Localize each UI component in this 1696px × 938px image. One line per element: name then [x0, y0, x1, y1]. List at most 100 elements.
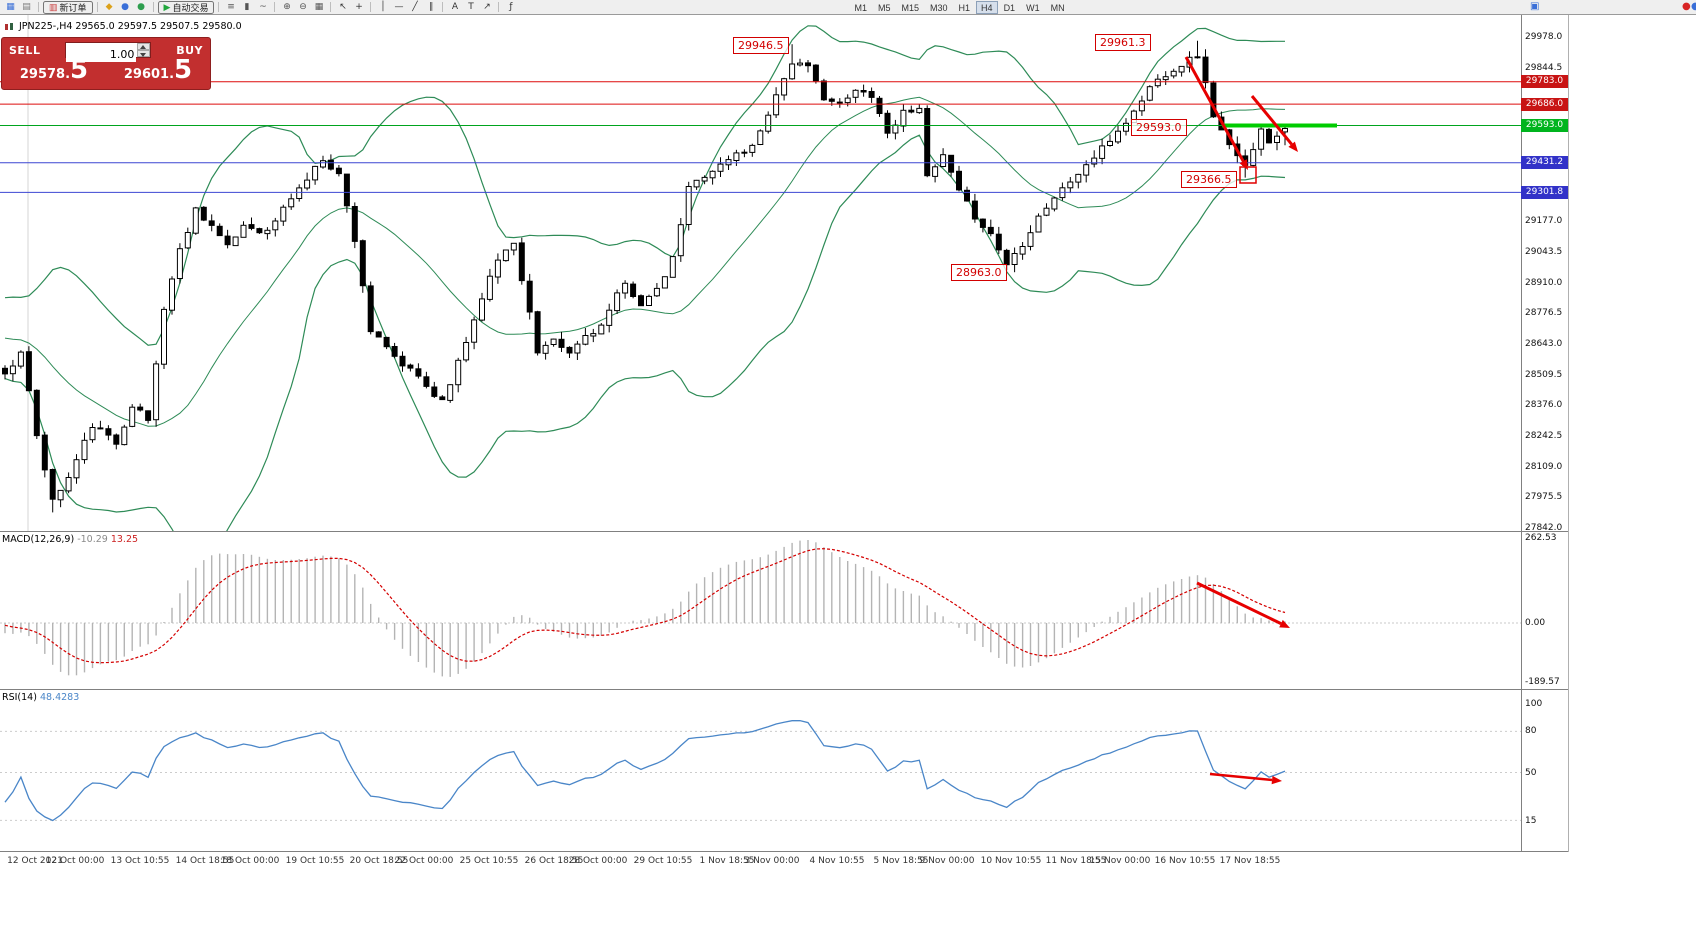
window-right-border — [1568, 15, 1569, 852]
candlestick-chart-icon[interactable]: ▮ — [244, 1, 250, 12]
price-tick: 28776.5 — [1525, 308, 1563, 319]
chart-type-icon — [5, 22, 13, 30]
buy-button-label[interactable]: BUY — [176, 43, 203, 57]
time-tick-label: 17 Nov 18:55 — [1219, 856, 1281, 866]
bar-chart-icon[interactable]: ≡ — [227, 1, 235, 12]
alert-icon[interactable]: ● — [1682, 1, 1691, 12]
timeframe-button-h4[interactable]: H4 — [976, 0, 998, 14]
price-annotation: 29961.3 — [1095, 34, 1151, 51]
vertical-line-icon[interactable]: │ — [380, 1, 386, 12]
price-annotation: 28963.0 — [951, 264, 1007, 281]
timeframe-button-m5[interactable]: M5 — [873, 1, 896, 14]
price-tick: 28643.0 — [1525, 338, 1563, 349]
new-order-button-icon: ▥ — [49, 1, 58, 12]
price-tick: 29177.0 — [1525, 216, 1563, 227]
toolbar-separator — [274, 2, 276, 12]
price-tick: 28376.0 — [1525, 400, 1563, 411]
pane-separator — [0, 851, 1568, 852]
timeframe-button-h1[interactable]: H1 — [954, 1, 976, 14]
autotrading-button[interactable]: ▶ 自动交易 — [157, 0, 215, 14]
price-line-label: 29686.0 — [1521, 97, 1568, 111]
timeframe-button-d1[interactable]: D1 — [999, 1, 1021, 14]
toolbar-separator — [218, 2, 220, 12]
macd-axis-label: 262.53 — [1525, 533, 1557, 543]
chart-title: JPN225-,H4 29565.0 29597.5 29507.5 29580… — [4, 21, 242, 32]
time-tick-label: 16 Nov 10:55 — [1154, 856, 1216, 866]
time-tick-label: 1 Nov 18:55 — [699, 856, 755, 866]
price-line-label: 29301.8 — [1521, 185, 1568, 199]
line-chart-icon[interactable]: ~ — [259, 1, 267, 12]
label-icon[interactable]: T — [468, 1, 474, 12]
timeframe-button-w1[interactable]: W1 — [1021, 1, 1045, 14]
price-line-label: 29431.2 — [1521, 156, 1568, 170]
cursor-icon[interactable]: ↖ — [339, 1, 347, 12]
toolbar-separator — [38, 2, 39, 12]
price-annotation: 29593.0 — [1131, 119, 1187, 136]
pane-separator[interactable] — [0, 689, 1568, 690]
time-axis[interactable]: 12 Oct 2021 12 Oct 00:00 13 Oct 10:55 14 Oc… — [0, 852, 1568, 870]
rsi-axis-label: 50 — [1525, 767, 1537, 778]
volume-input[interactable] — [66, 47, 137, 62]
time-tick-label: 20 Oct 18:55 — [349, 856, 409, 866]
tile-windows-icon[interactable]: ▦ — [314, 1, 324, 12]
horizontal-line-icon[interactable]: — — [394, 1, 404, 12]
rsi-label: RSI(14) 48.4283 — [2, 692, 80, 703]
toolbar-separator — [442, 2, 444, 12]
community-icon[interactable]: ● — [1691, 1, 1696, 12]
timeframe-button-m1[interactable]: M1 — [849, 1, 872, 14]
price-axis[interactable]: 29978.0 29844.5 29177.0 29043.5 28910.0 28776… — [1521, 15, 1568, 852]
new-order-button[interactable]: ▥ 新订单 — [43, 0, 93, 14]
time-tick-label: 29 Oct 10:55 — [633, 856, 693, 866]
arrows-icon[interactable]: ↗ — [483, 1, 491, 12]
text-icon[interactable]: A — [451, 1, 459, 12]
pane-separator[interactable] — [0, 531, 1568, 532]
macd-indicator-pane[interactable] — [0, 532, 1521, 689]
time-tick-label: 13 Oct 10:55 — [110, 856, 170, 866]
price-tick: 28910.0 — [1525, 277, 1563, 288]
time-tick-label: 12 Oct 2021 — [7, 856, 63, 866]
chat-icon[interactable]: ▣ — [1530, 1, 1540, 12]
timeframe-button-mn[interactable]: MN — [1046, 1, 1070, 14]
time-tick-label: 26 Oct 18:55 — [524, 856, 584, 866]
crosshair-icon[interactable]: + — [355, 1, 363, 12]
main-chart[interactable] — [0, 15, 1521, 569]
market-watch-icon[interactable]: ◆ — [105, 1, 113, 12]
zoom-in-icon[interactable]: ⊕ — [283, 1, 291, 12]
time-tick-label: 4 Nov 10:55 — [809, 856, 865, 866]
timeframe-button-m30[interactable]: M30 — [925, 1, 953, 14]
sell-price-button[interactable]: 29578. 5 — [19, 55, 89, 85]
rsi-value: 48.4283 — [39, 692, 80, 703]
time-tick-label: 28 Oct 00:00 — [568, 856, 628, 866]
macd-axis-label: -189.57 — [1525, 677, 1560, 687]
zoom-out-icon[interactable]: ⊖ — [299, 1, 307, 12]
price-annotation: 29366.5 — [1181, 171, 1237, 188]
volume-field[interactable] — [65, 42, 152, 62]
timeframe-toolbar: M1 M5 M15 M30 H1 H4 D1 W1 MN — [849, 0, 1070, 14]
sell-button-label[interactable]: SELL — [9, 43, 41, 57]
price-tick: 29043.5 — [1525, 246, 1563, 257]
buy-price-button[interactable]: 29601. 5 — [123, 55, 193, 85]
price-axis-border — [1521, 15, 1522, 852]
time-tick-label: 9 Nov 00:00 — [919, 856, 975, 866]
time-tick-label: 10 Nov 10:55 — [980, 856, 1042, 866]
rsi-indicator-pane[interactable] — [0, 690, 1521, 851]
rsi-axis-label: 15 — [1525, 815, 1537, 826]
timeframe-button-m15[interactable]: M15 — [897, 1, 925, 14]
data-window-icon[interactable]: ● — [121, 1, 129, 12]
time-tick-label: 18 Oct 00:00 — [220, 856, 280, 866]
one-click-trading-panel: SELL BUY 29578.5 29601.5 — [1, 37, 211, 90]
time-tick-label: 3 Nov 00:00 — [744, 856, 800, 866]
volume-up-button[interactable] — [137, 43, 151, 50]
time-tick-label: 15 Nov 00:00 — [1089, 856, 1151, 866]
navigator-icon[interactable]: ● — [137, 1, 145, 12]
profiles-icon[interactable]: ▤ — [22, 1, 31, 12]
rsi-axis-label: 100 — [1525, 699, 1543, 709]
volume-down-button[interactable] — [137, 50, 151, 57]
rsi-axis-label: 80 — [1525, 726, 1537, 737]
channel-icon[interactable]: ∥ — [428, 1, 434, 12]
price-tick: 29844.5 — [1525, 62, 1563, 73]
indicators-icon[interactable]: ƒ — [509, 1, 513, 12]
toolbar-separator — [152, 2, 154, 12]
trendline-icon[interactable]: ╱ — [412, 1, 418, 12]
new-chart-icon[interactable]: ▦ — [6, 1, 15, 12]
